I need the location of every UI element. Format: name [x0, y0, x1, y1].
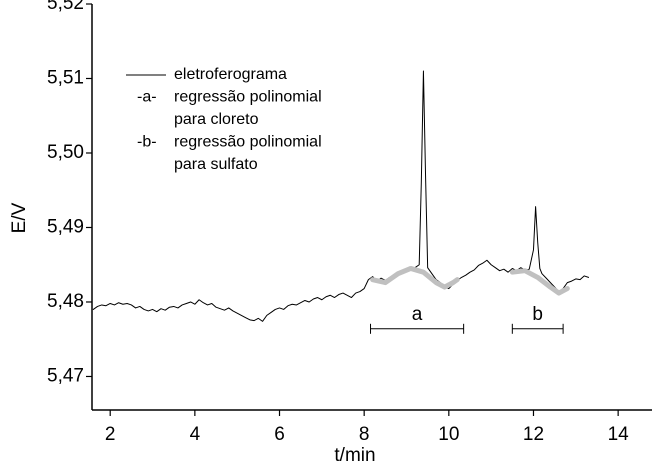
x-tick-label: 12 [523, 424, 544, 445]
y-tick-label: 5,51 [47, 68, 84, 89]
x-tick-label: 2 [105, 424, 116, 445]
bracket-label: b [532, 304, 543, 325]
legend-key: -a- [137, 89, 157, 106]
legend-label: regressão polinomial [174, 89, 322, 106]
trace-line [92, 70, 590, 322]
y-tick-label: 5,50 [47, 142, 84, 163]
x-tick-label: 4 [190, 424, 201, 445]
x-axis-title: t/min [334, 445, 375, 466]
regression-line [370, 265, 460, 290]
legend-label: regressão polinomial [174, 134, 322, 151]
x-tick-label: 8 [359, 424, 370, 445]
bracket-label: a [412, 304, 423, 325]
x-tick-label: 6 [274, 424, 285, 445]
legend-label: para cloreto [174, 111, 259, 128]
x-tick-label: 14 [608, 424, 630, 445]
y-axis-title: E/V [9, 202, 30, 233]
y-tick-label: 5,52 [47, 0, 84, 14]
y-tick-label: 5,49 [47, 217, 84, 238]
legend-label: eletroferograma [174, 66, 287, 83]
y-tick-label: 5,48 [47, 291, 84, 312]
regression-line [509, 268, 570, 296]
x-tick-label: 10 [438, 424, 459, 445]
y-tick-label: 5,47 [47, 365, 84, 386]
legend-label: para sulfato [174, 156, 258, 173]
legend-key: -b- [137, 134, 157, 151]
